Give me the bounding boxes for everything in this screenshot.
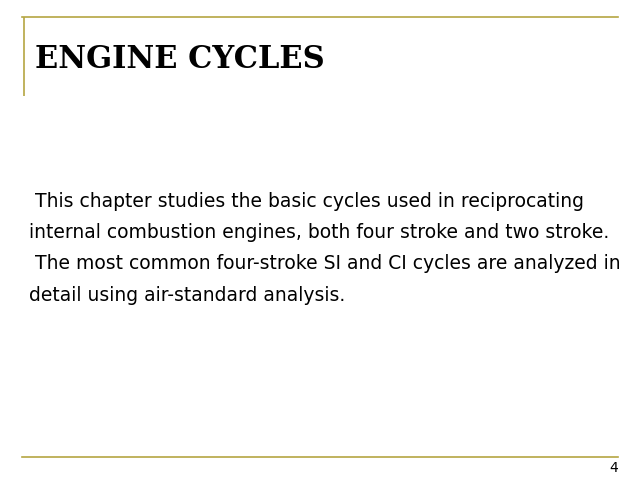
Text: The most common four-stroke SI and CI cycles are analyzed in: The most common four-stroke SI and CI cy… xyxy=(29,254,620,274)
Text: This chapter studies the basic cycles used in reciprocating: This chapter studies the basic cycles us… xyxy=(29,192,584,211)
Text: 4: 4 xyxy=(609,461,618,475)
Text: ENGINE CYCLES: ENGINE CYCLES xyxy=(35,45,325,75)
Text: detail using air-standard analysis.: detail using air-standard analysis. xyxy=(29,286,345,305)
Text: internal combustion engines, both four stroke and two stroke.: internal combustion engines, both four s… xyxy=(29,223,609,242)
